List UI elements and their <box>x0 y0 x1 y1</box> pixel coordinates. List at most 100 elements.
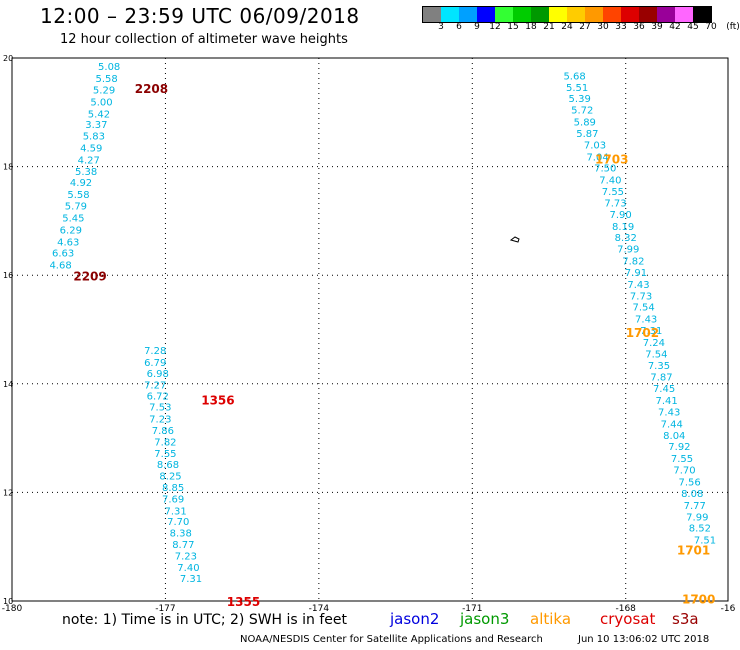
wave-height-value: 4.92 <box>70 178 92 189</box>
color-swatch <box>657 7 675 22</box>
wave-height-value: 8.25 <box>159 472 181 483</box>
wave-height-value: 7.82 <box>154 437 176 448</box>
wave-height-value: 5.51 <box>566 83 588 94</box>
wave-height-value: 7.23 <box>149 415 171 426</box>
wave-height-value: 7.40 <box>177 563 199 574</box>
legend-item-s3a: s3a <box>672 610 699 628</box>
wave-height-value: 5.38 <box>75 167 97 178</box>
wave-height-value: 7.55 <box>154 449 176 460</box>
legend-item-cryosat: cryosat <box>600 610 656 628</box>
wave-height-value: 7.54 <box>632 303 654 314</box>
wave-height-value: 7.99 <box>686 512 708 523</box>
color-swatch <box>513 7 531 22</box>
wave-height-value: 5.42 <box>88 109 110 120</box>
color-swatch <box>603 7 621 22</box>
page-title: 12:00 – 23:59 UTC 06/09/2018 <box>40 4 360 28</box>
wave-height-value: 6.29 <box>60 226 82 237</box>
color-scale-label: 30 <box>597 22 609 32</box>
wave-height-value: 8.77 <box>172 540 194 551</box>
wave-height-value: 6.79 <box>144 358 166 369</box>
wave-height-value: 8.08 <box>681 489 703 500</box>
x-tick-label: -16 <box>721 604 736 614</box>
wave-height-value: 7.73 <box>604 198 626 209</box>
color-swatch <box>567 7 585 22</box>
color-scale-label: 36 <box>633 22 645 32</box>
wave-height-value: 5.08 <box>98 62 120 73</box>
color-scale-label: 70 <box>705 22 717 32</box>
wave-height-value: 3.37 <box>85 120 107 131</box>
wave-height-value: 6.72 <box>147 392 169 403</box>
wave-height-value: 4.63 <box>57 238 79 249</box>
color-swatch <box>675 7 693 22</box>
wave-height-value: 7.43 <box>627 280 649 291</box>
legend-item-jason3: jason3 <box>460 610 510 628</box>
pass-time-label: 1356 <box>201 394 234 408</box>
legend-item-jason2: jason2 <box>390 610 440 628</box>
wave-height-value: 5.89 <box>574 118 596 129</box>
wave-height-value: 8.32 <box>615 233 637 244</box>
footer-note: note: 1) Time is in UTC; 2) SWH is in fe… <box>62 612 348 628</box>
x-tick-label: -177 <box>155 604 175 614</box>
color-swatch <box>621 7 639 22</box>
pass-time-label: 2209 <box>73 270 106 284</box>
wave-height-value: 7.77 <box>684 501 706 512</box>
wave-height-value: 7.73 <box>630 291 652 302</box>
wave-height-value: 7.31 <box>165 506 187 517</box>
wave-height-value: 6.63 <box>52 248 74 259</box>
color-scale-label: 3 <box>438 22 444 32</box>
y-tick-label: 10 <box>3 597 13 606</box>
color-scale-label: 18 <box>525 22 537 32</box>
pass-time-label: 1701 <box>677 543 710 557</box>
wave-height-value: 7.31 <box>640 326 662 337</box>
wave-height-value: 7.31 <box>180 574 202 585</box>
wave-height-value: 8.52 <box>689 524 711 535</box>
wave-height-value: 7.24 <box>643 338 665 349</box>
color-scale-label: 15 <box>507 22 519 32</box>
color-scale-label: 33 <box>615 22 627 32</box>
wave-height-value: 4.27 <box>78 156 100 167</box>
x-tick-label: -168 <box>615 604 636 614</box>
y-tick-label: 18 <box>3 163 13 172</box>
color-scale-bar <box>422 6 712 23</box>
wave-height-value: 8.85 <box>162 483 184 494</box>
color-swatch <box>639 7 657 22</box>
wave-height-value: 7.99 <box>617 245 639 256</box>
wave-height-value: 7.69 <box>162 494 184 505</box>
pass-time-label: 1355 <box>227 595 260 609</box>
wave-height-value: 7.55 <box>602 187 624 198</box>
wave-height-value: 5.58 <box>67 190 89 201</box>
page-subtitle: 12 hour collection of altimeter wave hei… <box>60 32 348 47</box>
wave-height-value: 7.91 <box>625 268 647 279</box>
color-swatch <box>423 7 441 22</box>
wave-height-value: 4.68 <box>49 260 71 271</box>
wave-height-value: 5.83 <box>83 132 105 143</box>
color-swatch <box>495 7 513 22</box>
wave-height-value: 7.41 <box>655 396 677 407</box>
y-tick-label: 20 <box>3 54 13 63</box>
color-swatch <box>585 7 603 22</box>
color-swatch <box>531 7 549 22</box>
color-swatch <box>693 7 711 22</box>
wave-height-value: 7.44 <box>661 419 683 430</box>
wave-height-value: 6.98 <box>147 369 169 380</box>
wave-height-value: 7.43 <box>658 407 680 418</box>
wave-height-value: 7.54 <box>645 349 667 360</box>
pass-time-label: 2208 <box>135 82 168 96</box>
wave-height-value: 7.70 <box>673 466 695 477</box>
wave-height-value: 7.35 <box>648 361 670 372</box>
wave-height-value: 8.04 <box>663 431 685 442</box>
wave-height-value: 7.28 <box>144 346 166 357</box>
wave-height-value: 7.04 <box>586 152 608 163</box>
wave-height-value: 7.53 <box>149 403 171 414</box>
color-swatch <box>549 7 567 22</box>
wave-height-value: 7.40 <box>599 176 621 187</box>
wave-height-value: 5.29 <box>93 85 115 96</box>
y-tick-label: 16 <box>3 271 13 280</box>
color-scale-label: 6 <box>456 22 462 32</box>
wave-height-value: 8.68 <box>157 460 179 471</box>
generated-timestamp: Jun 10 13:06:02 UTC 2018 <box>578 634 710 645</box>
credit-text: NOAA/NESDIS Center for Satellite Applica… <box>240 634 543 645</box>
color-scale-label: (ft) <box>726 22 740 32</box>
x-tick-label: -174 <box>309 604 330 614</box>
